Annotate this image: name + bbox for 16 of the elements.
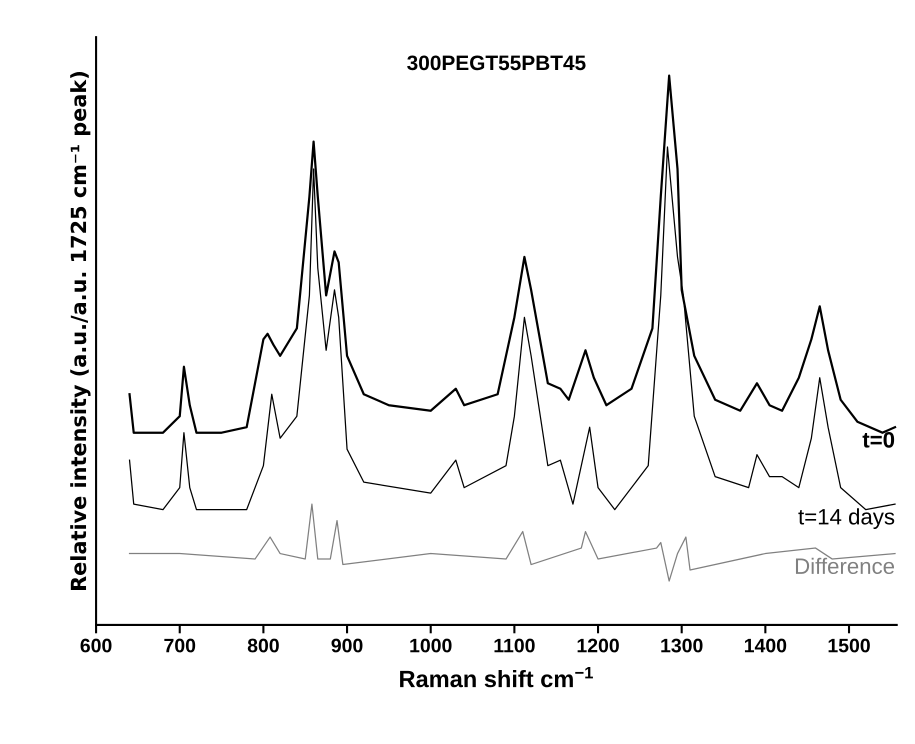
x-tick-label: 700 [164,638,196,652]
x-tick-label: 900 [332,638,362,652]
x-tick-label: 1300 [661,638,703,652]
x-tick-label: 1100 [494,638,535,652]
series-label: t=14 days [798,508,894,529]
chart-title: 300PEGT55PBT45 [407,55,586,70]
x-tick-label: 1200 [578,638,619,652]
x-axis-title: Raman shift cm$^{−1}$ [400,666,593,688]
y-axis-title: Relative intensity (a.u./a.u. 1725 cm⁻¹ peak) [70,72,91,590]
x-tick-label: 1000 [410,638,452,652]
x-tick-label: 1400 [744,638,786,652]
series-label: Difference [796,558,894,574]
x-tick-label: 1500 [828,638,870,652]
x-tick-label: 800 [248,638,279,652]
series-label: t=0 [862,432,894,448]
x-tick-label: 600 [80,638,112,652]
